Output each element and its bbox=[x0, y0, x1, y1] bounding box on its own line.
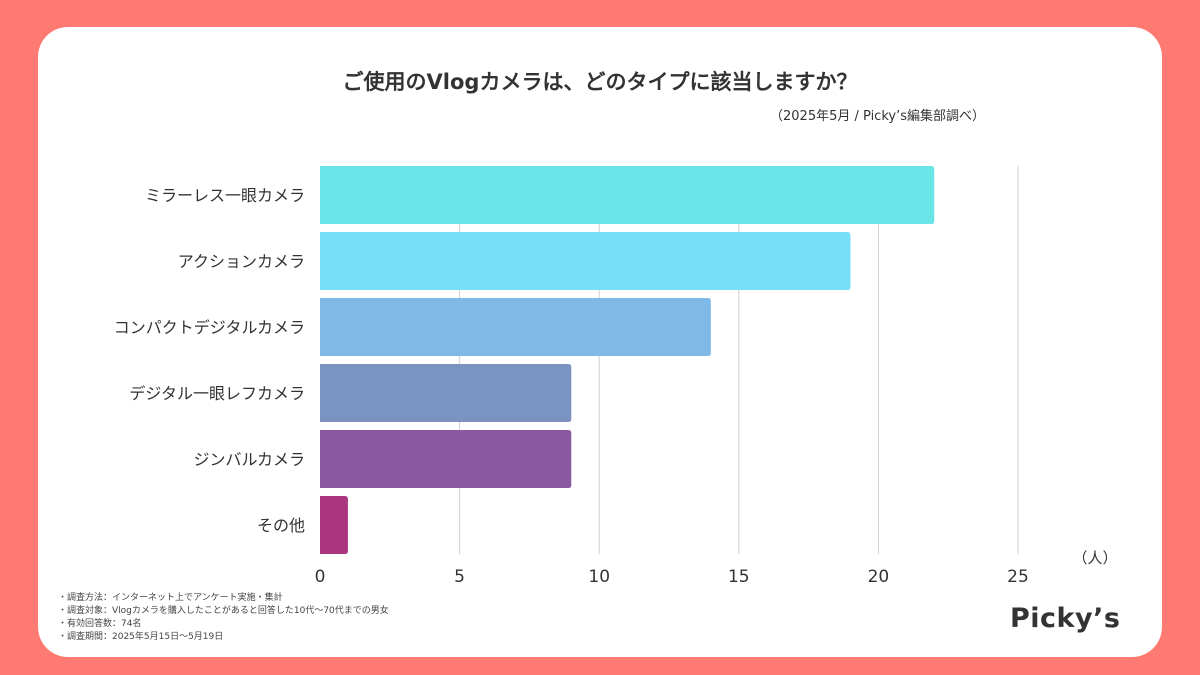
category-label: その他 bbox=[257, 516, 305, 535]
note: ・調査対象：Vlogカメラを購入したことがあると回答した10代〜70代までの男女 bbox=[58, 606, 389, 616]
chart-subtitle: （2025年5月 / Picky’s編集部調べ） bbox=[770, 109, 985, 124]
x-tick-label: 15 bbox=[728, 567, 750, 587]
note: ・調査方法：インターネット上でアンケート実施・集計 bbox=[58, 593, 283, 603]
bar bbox=[320, 364, 572, 422]
category-label: アクションカメラ bbox=[178, 252, 305, 271]
bar bbox=[320, 232, 851, 290]
category-label: ミラーレス一眼カメラ bbox=[145, 186, 305, 205]
bar bbox=[320, 166, 935, 224]
category-label: デジタル一眼レフカメラ bbox=[129, 384, 305, 403]
brand-logo: Picky’s bbox=[1010, 603, 1121, 634]
category-label: コンパクトデジタルカメラ bbox=[114, 318, 305, 337]
x-tick-label: 20 bbox=[868, 567, 890, 587]
category-label: ジンバルカメラ bbox=[193, 450, 305, 469]
bar bbox=[320, 496, 348, 554]
note: ・有効回答数：74名 bbox=[58, 619, 142, 629]
x-axis-unit-label: （人） bbox=[1072, 549, 1117, 567]
note: ・調査期間：2025年5月15日〜5月19日 bbox=[58, 632, 224, 642]
chart-title: ご使用のVlogカメラは、どのタイプに該当しますか？ bbox=[342, 70, 858, 94]
x-tick-label: 0 bbox=[315, 567, 326, 587]
survey-notes: ・調査方法：インターネット上でアンケート実施・集計 ・調査対象：Vlogカメラを… bbox=[58, 592, 389, 644]
x-tick-label: 25 bbox=[1007, 567, 1029, 587]
bar bbox=[320, 430, 572, 488]
x-tick-label: 10 bbox=[588, 567, 610, 587]
x-tick-label: 5 bbox=[454, 567, 465, 587]
bar bbox=[320, 298, 711, 356]
